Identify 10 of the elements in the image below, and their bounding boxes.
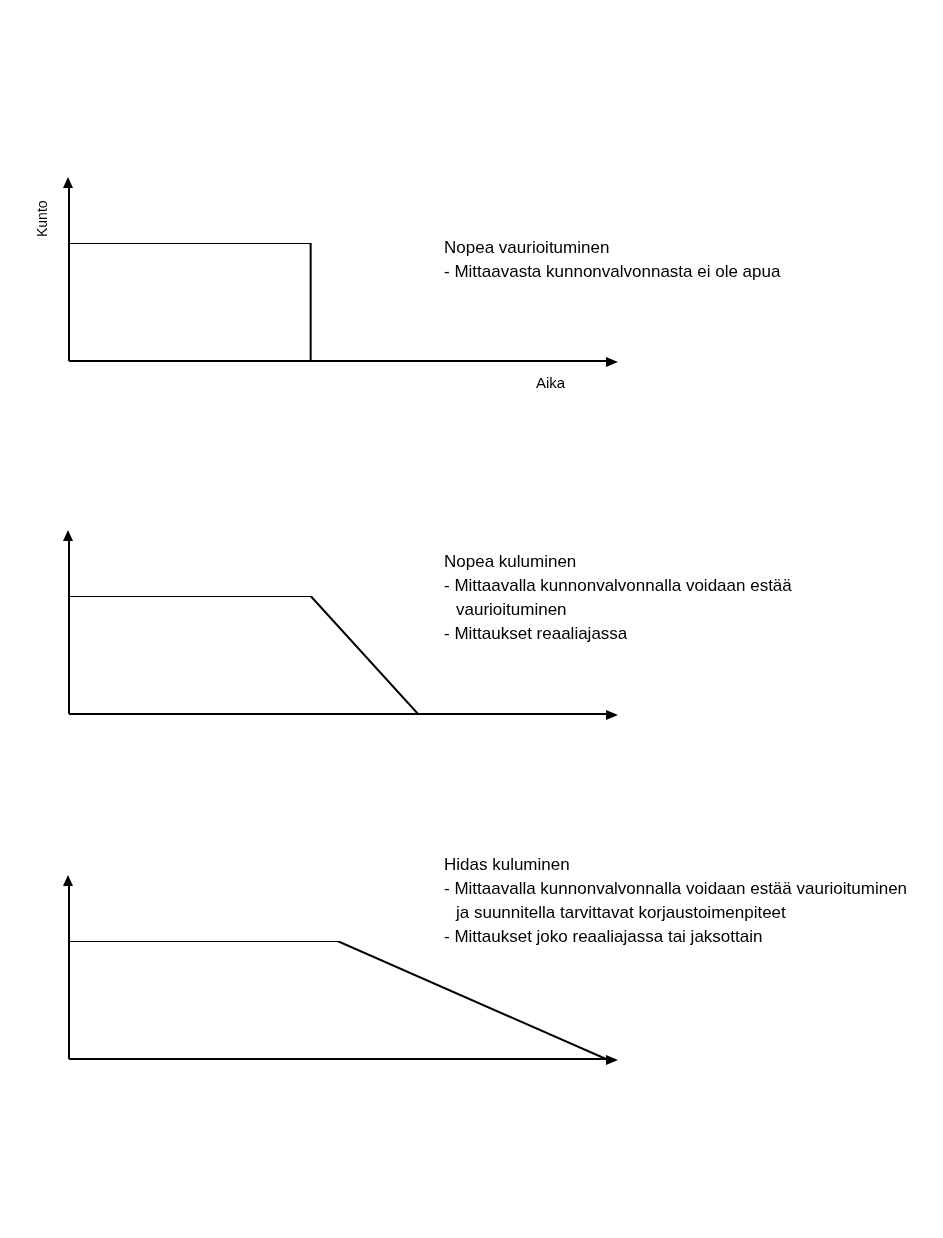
chart-title: Hidas kuluminen: [444, 854, 571, 876]
annotation: - Mittaukset reaaliajassa: [444, 623, 629, 645]
text: - Mittaavasta kunnonvalvonnasta ei ole apua: [444, 261, 782, 283]
x-axis-title: Aika: [536, 374, 566, 391]
text: - Mittaavalla kunnonvalvonnalla voidaan estää vaurioituminen ja suunnitella tarvittavat korjaustoimenpiteet: [444, 878, 909, 924]
text: Nopea vaurioituminen: [444, 237, 611, 259]
annotation: - Mittaukset joko reaaliajassa tai jaksottain: [444, 926, 764, 948]
chart-title: Nopea kuluminen: [444, 551, 578, 573]
y-axis-title: Kunto: [34, 200, 50, 237]
annotation: - Mittaavalla kunnonvalvonnalla voidaan estää vaurioituminen: [444, 575, 793, 621]
